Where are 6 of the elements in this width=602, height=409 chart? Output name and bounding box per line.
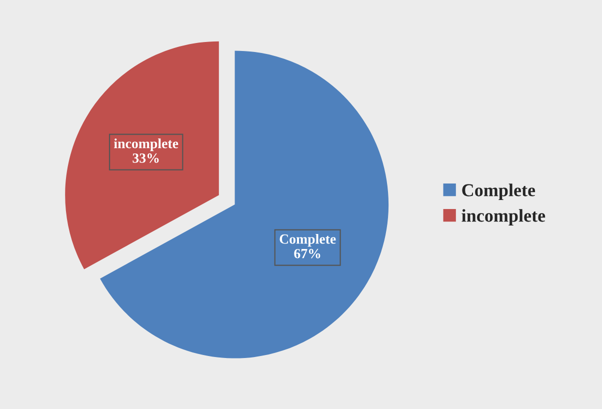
legend-label: incomplete	[462, 209, 546, 226]
data-label: 67%	[294, 248, 320, 258]
legend-label: Complete	[462, 184, 536, 200]
slice-label: Complete	[280, 234, 336, 247]
slice-label: incomplete	[114, 138, 178, 152]
data-label: 33%	[132, 153, 159, 163]
